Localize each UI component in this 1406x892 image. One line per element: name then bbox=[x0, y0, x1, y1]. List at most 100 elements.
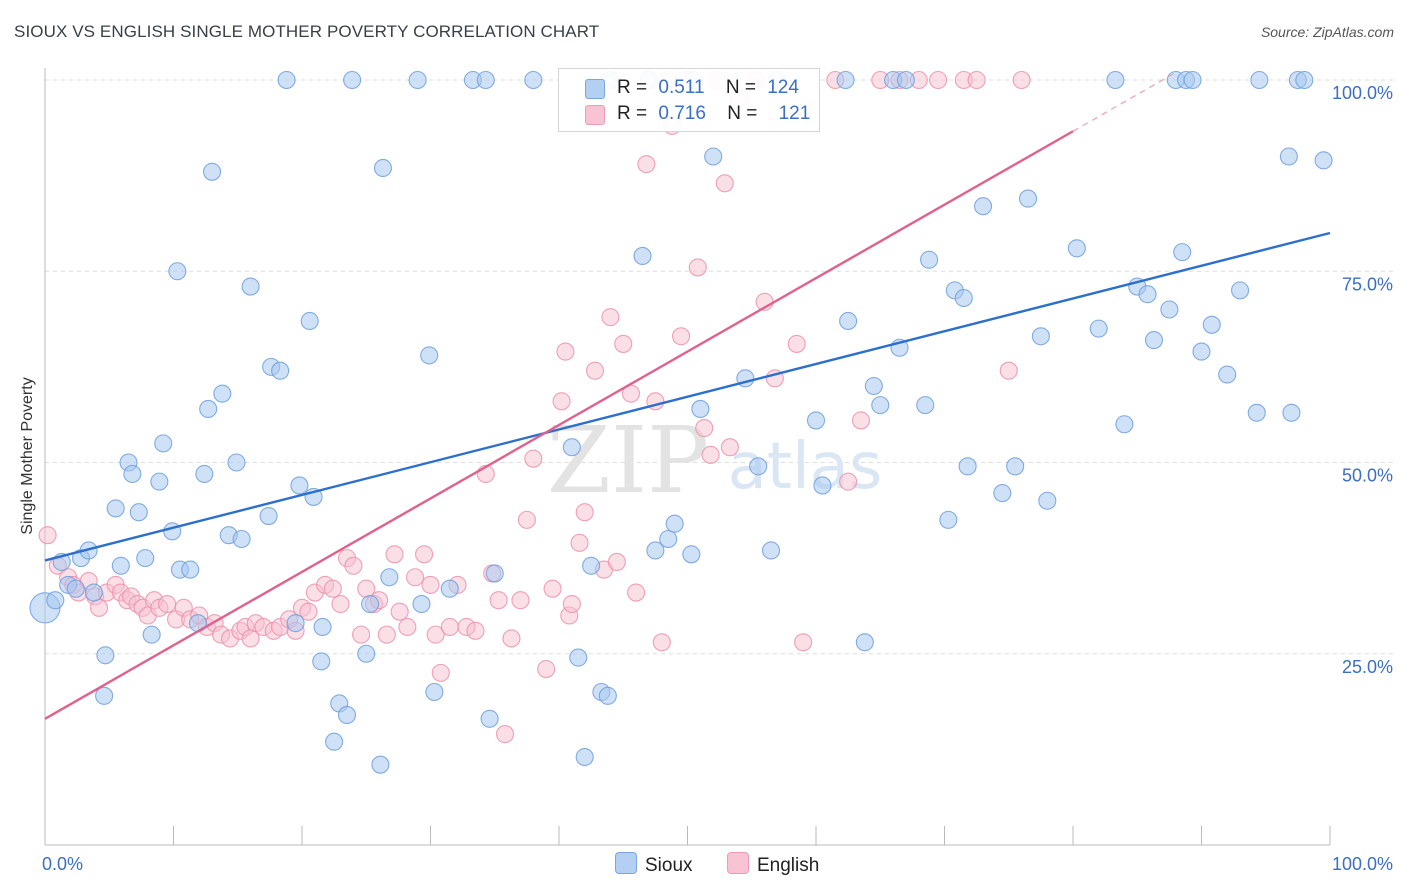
english-point bbox=[511, 591, 530, 610]
sioux-point bbox=[954, 288, 973, 308]
sioux-point bbox=[836, 70, 855, 90]
sioux-trend-line bbox=[44, 231, 1331, 562]
english-point bbox=[552, 392, 571, 411]
sioux-point bbox=[1231, 281, 1250, 300]
sioux-point bbox=[939, 510, 958, 529]
sioux-point bbox=[241, 277, 260, 296]
sioux-point bbox=[142, 625, 161, 644]
sioux-point bbox=[312, 652, 331, 671]
sioux-point bbox=[195, 464, 214, 484]
english-point bbox=[720, 438, 739, 457]
sioux-point bbox=[749, 457, 768, 476]
english-point bbox=[637, 155, 656, 174]
r-label: R = bbox=[617, 103, 648, 124]
sioux-point bbox=[485, 564, 504, 583]
sioux-point bbox=[646, 541, 665, 560]
english-point bbox=[406, 568, 425, 587]
sioux-point bbox=[864, 376, 883, 396]
english-point bbox=[489, 591, 508, 610]
english-point bbox=[524, 449, 543, 468]
y-tick-label: 75.0% bbox=[1342, 274, 1393, 294]
sioux-point bbox=[84, 583, 103, 602]
english-point bbox=[543, 579, 562, 598]
sioux-point bbox=[168, 262, 187, 281]
sioux-point bbox=[569, 648, 588, 667]
tick-labels: 25.0% 50.0% 75.0% 100.0% 0.0% 100.0% bbox=[42, 83, 1393, 874]
sioux-point bbox=[1031, 327, 1050, 346]
sioux-point bbox=[691, 399, 710, 419]
sioux-point bbox=[1018, 189, 1038, 208]
sioux-point bbox=[1202, 315, 1221, 334]
x-tick-label: 100.0% bbox=[1332, 854, 1393, 874]
sioux-point bbox=[357, 644, 376, 663]
sioux-point bbox=[665, 514, 684, 533]
english-point bbox=[627, 583, 646, 602]
english-point bbox=[1012, 70, 1031, 90]
english-point bbox=[158, 594, 177, 614]
n-value: 121 bbox=[778, 103, 811, 124]
sioux-point bbox=[1038, 491, 1057, 510]
english-point bbox=[794, 633, 813, 652]
sioux-point bbox=[1089, 319, 1108, 338]
english-point bbox=[377, 625, 396, 644]
english-point bbox=[344, 556, 363, 575]
sioux-point bbox=[136, 549, 155, 568]
sioux-point bbox=[181, 560, 200, 579]
english-point bbox=[426, 625, 445, 644]
sioux-point bbox=[300, 311, 319, 331]
sioux-point bbox=[150, 472, 169, 491]
sioux-point bbox=[337, 705, 357, 725]
sioux-point bbox=[361, 594, 380, 614]
english-point bbox=[607, 552, 626, 572]
sioux-point bbox=[412, 594, 431, 614]
legend-item-sioux: Sioux bbox=[615, 852, 693, 877]
sioux-point bbox=[277, 70, 296, 90]
english-point bbox=[688, 258, 707, 277]
sioux-point bbox=[839, 311, 858, 331]
sioux-point bbox=[343, 70, 362, 90]
sioux-point bbox=[408, 70, 427, 90]
english-point bbox=[517, 510, 536, 529]
legend-swatch-sioux bbox=[615, 852, 637, 874]
sioux-point bbox=[111, 556, 130, 575]
sioux-point bbox=[704, 147, 723, 166]
sioux-point bbox=[806, 411, 826, 430]
english-point bbox=[839, 472, 858, 491]
english-point bbox=[495, 725, 515, 744]
sioux-point bbox=[129, 503, 148, 522]
sioux-point bbox=[598, 686, 617, 705]
legend-item-english: English bbox=[727, 852, 819, 877]
x-tick-label: 0.0% bbox=[42, 854, 83, 874]
english-point bbox=[556, 342, 575, 361]
n-label: N = bbox=[725, 77, 756, 98]
english-trend-extension bbox=[1072, 71, 1177, 132]
sioux-point bbox=[227, 453, 246, 472]
watermark-zip: ZIP bbox=[547, 407, 709, 514]
sioux-point bbox=[958, 457, 977, 476]
english-point bbox=[585, 361, 605, 380]
r-label: R = bbox=[617, 77, 648, 98]
sioux-point bbox=[1247, 403, 1266, 422]
sioux-point bbox=[66, 579, 85, 598]
english-point bbox=[570, 533, 589, 552]
english-point bbox=[562, 594, 581, 614]
english-point bbox=[390, 602, 409, 621]
sioux-point bbox=[1279, 147, 1298, 166]
english-point bbox=[323, 579, 342, 598]
sioux-point bbox=[420, 346, 439, 365]
sioux-point bbox=[1250, 70, 1269, 90]
sioux-point bbox=[582, 556, 601, 575]
sioux-point bbox=[95, 686, 114, 705]
english-point bbox=[614, 334, 633, 353]
sioux-point bbox=[1314, 151, 1333, 170]
english-point bbox=[537, 659, 556, 679]
english-point bbox=[385, 545, 404, 564]
legend-swatch-english bbox=[585, 105, 605, 125]
english-point bbox=[575, 503, 594, 522]
sioux-point bbox=[761, 541, 781, 560]
chart-title: SIOUX VS ENGLISH SINGLE MOTHER POVERTY C… bbox=[14, 22, 600, 41]
sioux-point bbox=[1115, 415, 1134, 434]
sioux-point bbox=[1282, 403, 1301, 422]
sioux-point bbox=[371, 755, 390, 774]
legend-row-english: R = 0.716 N = 121 bbox=[617, 103, 810, 125]
